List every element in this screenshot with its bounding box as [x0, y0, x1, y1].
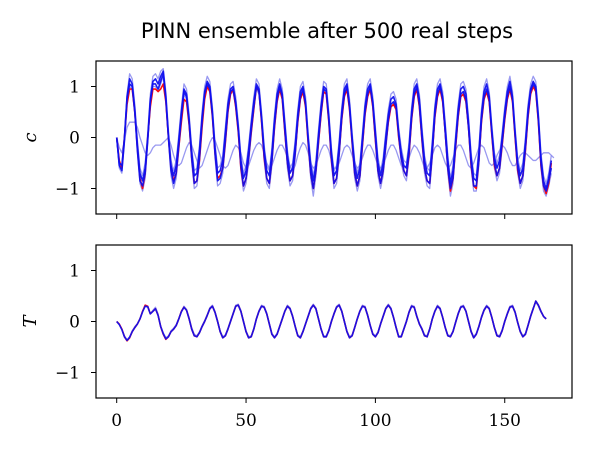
series-line-ensemble_faint-5: [116, 121, 555, 172]
y-tick-label: 0: [69, 313, 80, 333]
y-tick-label: −1: [55, 364, 80, 384]
x-tick-label: 150: [489, 411, 521, 431]
y-tick-label: 0: [69, 129, 80, 149]
chart-title: PINN ensemble after 500 real steps: [141, 19, 513, 43]
x-tick-label: 50: [235, 411, 257, 431]
top-subplot-c: 1 0 −1 c: [20, 60, 573, 219]
x-tick-label: 0: [111, 411, 122, 431]
x-tick-label: 100: [359, 411, 391, 431]
series-line-ensemble-2: [115, 72, 553, 192]
y-axis-label: T: [20, 314, 41, 328]
series-group: [115, 68, 555, 197]
axes-frame: [95, 244, 573, 399]
y-axis-label: c: [20, 132, 41, 142]
y-tick-label: −1: [55, 180, 80, 200]
bottom-subplot-t: 1 0 −1 0 50 100 150 T: [20, 244, 573, 431]
series-line-ensemble-2: [116, 300, 547, 342]
series-group: [116, 300, 547, 342]
axes-frame: [95, 60, 573, 215]
y-tick-label: 1: [69, 78, 80, 98]
y-tick-label: 1: [69, 262, 80, 282]
